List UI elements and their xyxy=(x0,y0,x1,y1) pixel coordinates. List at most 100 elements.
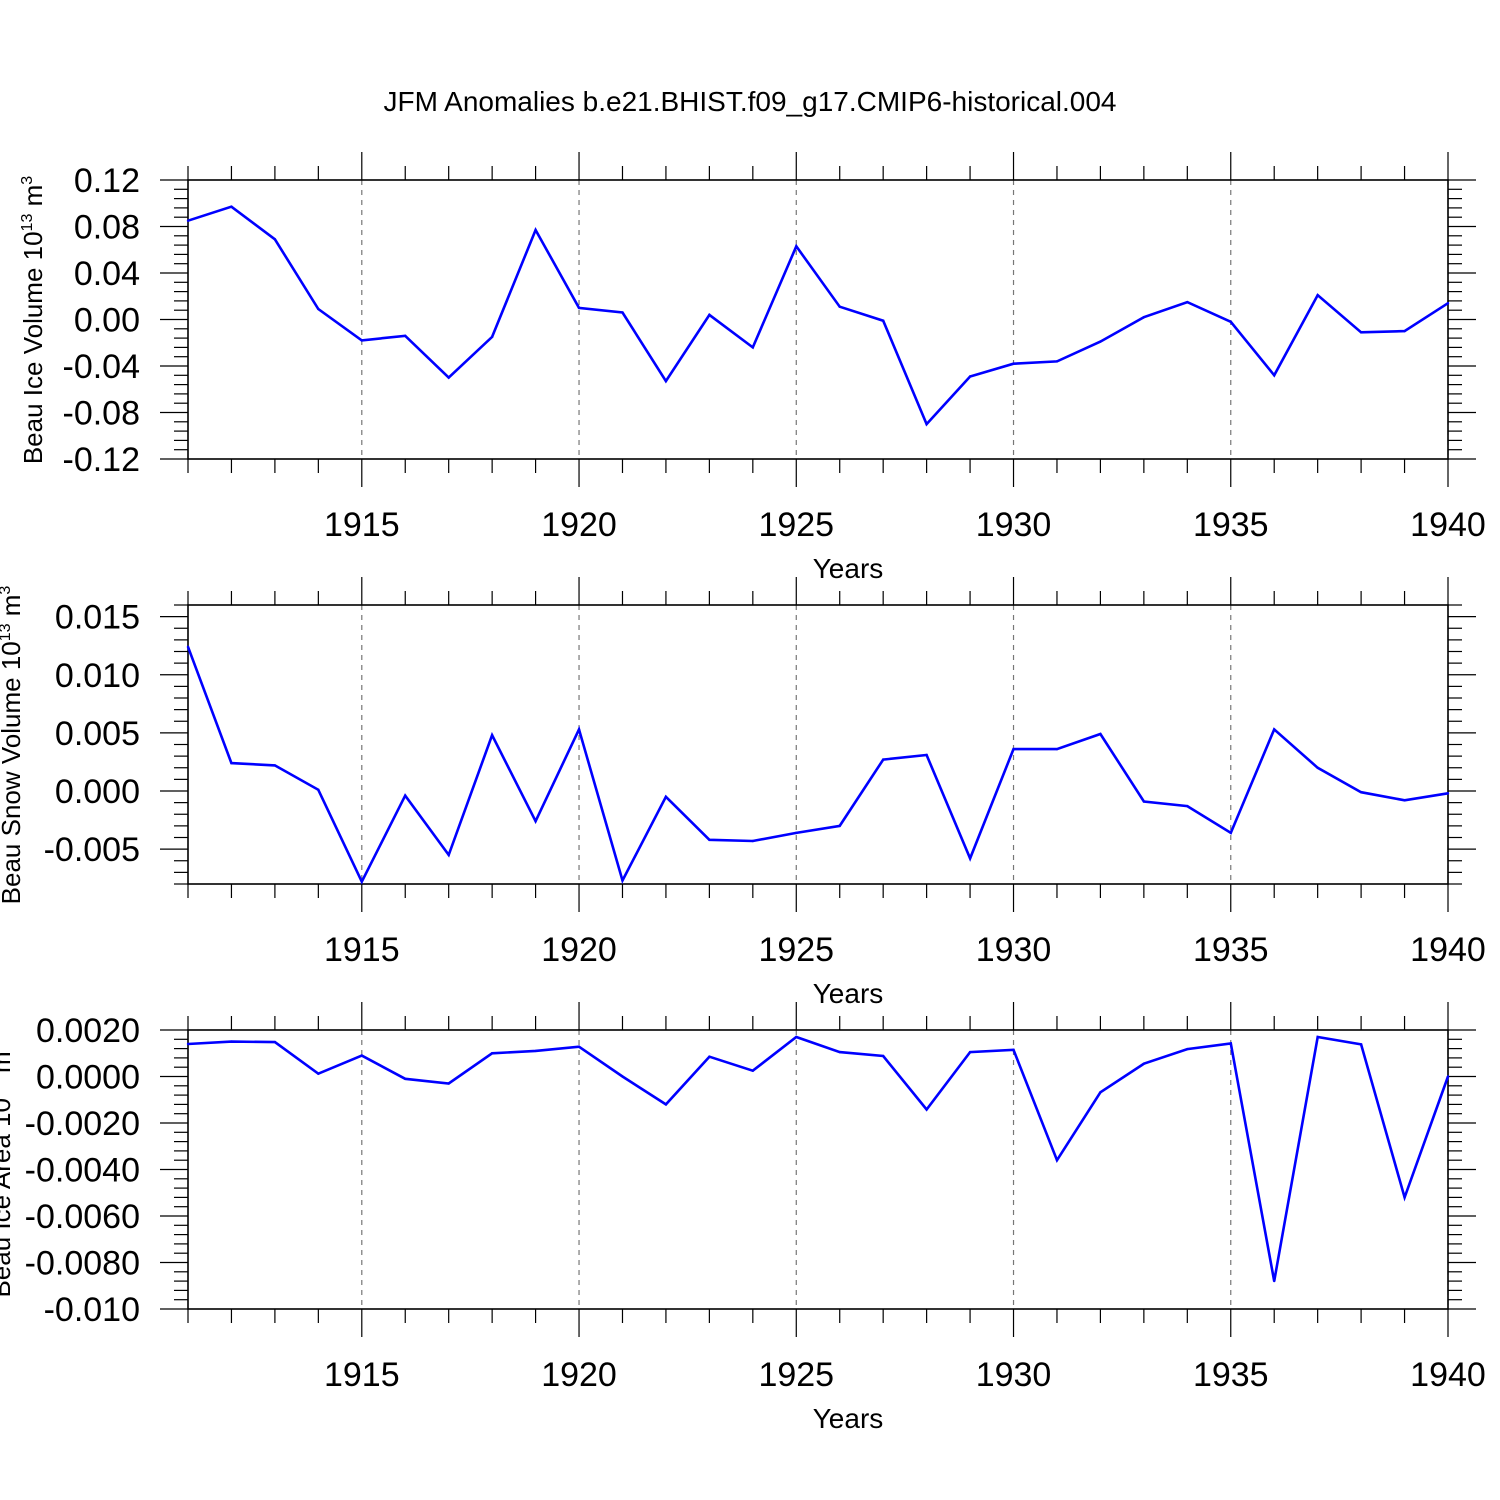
data-point xyxy=(1446,302,1450,305)
x-tick-label: 1915 xyxy=(324,1356,400,1394)
data-point xyxy=(708,313,711,317)
data-point xyxy=(1142,1062,1146,1065)
x-tick-label: 1935 xyxy=(1193,1356,1269,1394)
data-point xyxy=(1316,1035,1319,1039)
data-point xyxy=(1012,362,1015,365)
data-point xyxy=(968,375,972,378)
y-tick-label: 0.010 xyxy=(55,657,140,695)
x-tick-label: 1940 xyxy=(1410,1356,1486,1394)
data-point xyxy=(1403,329,1406,333)
x-tick-label: 1930 xyxy=(976,931,1052,969)
y-tick-label: 0.000 xyxy=(55,773,140,811)
x-axis-title: Years xyxy=(813,553,884,584)
x-tick-label: 1925 xyxy=(758,931,834,969)
y-tick-label: 0.005 xyxy=(55,715,140,753)
y-tick-label: 0.04 xyxy=(74,255,140,293)
data-point xyxy=(577,728,581,731)
data-point xyxy=(838,824,841,828)
series-line xyxy=(187,205,1449,427)
y-tick-label: -0.0080 xyxy=(25,1245,140,1283)
data-point xyxy=(1273,728,1276,731)
data-point xyxy=(1055,1159,1059,1162)
y-tick-label: -0.04 xyxy=(63,348,141,386)
y-tick-label: -0.08 xyxy=(63,395,141,433)
x-tick-label: 1915 xyxy=(324,931,400,969)
plot-frame xyxy=(187,179,1449,460)
data-point xyxy=(230,205,233,208)
y-tick-label: -0.0020 xyxy=(25,1105,140,1143)
panel-1: 0.12 0.08 0.04 0.00 -0.04 -0.08 -0.12 1915 1920 1… xyxy=(18,152,1486,584)
x-tick-label: 1920 xyxy=(541,931,617,969)
series-line xyxy=(187,1035,1450,1282)
data-point xyxy=(795,831,798,835)
data-point xyxy=(1403,799,1406,802)
data-point xyxy=(273,1040,277,1044)
data-point xyxy=(404,1077,407,1081)
x-tick-label: 1925 xyxy=(758,1356,834,1394)
y-axis-title: Beau Ice Area 1013 m2 xyxy=(0,1042,16,1297)
data-point xyxy=(1273,374,1276,377)
data-point xyxy=(577,1045,581,1048)
data-point xyxy=(1359,331,1363,334)
data-point xyxy=(273,238,277,241)
data-point xyxy=(751,839,755,843)
x-tick-label: 1940 xyxy=(1410,506,1486,544)
data-point xyxy=(925,753,928,757)
data-point xyxy=(1055,360,1059,363)
y-tick-label: -0.010 xyxy=(44,1291,140,1329)
data-point xyxy=(1012,1048,1015,1051)
data-point xyxy=(1359,790,1363,794)
x-tick-label: 1915 xyxy=(324,506,400,544)
data-point xyxy=(360,339,363,342)
data-point xyxy=(490,1052,494,1055)
data-point xyxy=(1316,766,1319,769)
data-point xyxy=(621,879,624,882)
data-point xyxy=(186,645,190,649)
data-point xyxy=(317,788,320,792)
plot-frame xyxy=(187,604,1449,885)
y-tick-label: -0.0040 xyxy=(25,1152,140,1190)
data-point xyxy=(186,219,190,222)
data-point xyxy=(447,1082,450,1085)
data-point xyxy=(273,764,277,767)
x-tick-label: 1930 xyxy=(976,506,1052,544)
data-point xyxy=(230,761,233,765)
y-axis-title: Beau Snow Volume 1013 m3 xyxy=(0,586,26,905)
data-point xyxy=(1359,1043,1363,1046)
data-point xyxy=(1446,1075,1450,1078)
data-point xyxy=(534,228,537,232)
y-tick-label: 0.0020 xyxy=(36,1012,140,1050)
data-point xyxy=(664,1103,668,1106)
x-tick-label: 1925 xyxy=(758,506,834,544)
data-point xyxy=(534,820,537,823)
data-point xyxy=(838,1050,841,1054)
data-point xyxy=(447,853,450,857)
data-point xyxy=(664,795,668,799)
data-point xyxy=(751,1069,755,1072)
data-point xyxy=(925,422,928,426)
data-point xyxy=(317,307,320,311)
x-tick-label: 1920 xyxy=(541,506,617,544)
data-point xyxy=(795,1035,798,1039)
figure-title: JFM Anomalies b.e21.BHIST.f09_g17.CMIP6-… xyxy=(383,86,1117,117)
data-point xyxy=(230,1040,233,1043)
y-tick-label: 0.08 xyxy=(74,209,140,247)
data-point xyxy=(1099,732,1102,736)
data-point xyxy=(534,1049,537,1053)
data-point xyxy=(1229,831,1232,835)
panel-3: 0.0020 0.0000 -0.0020 -0.0040 -0.0060 -0.0080… xyxy=(0,1002,1486,1434)
y-axis-title: Beau Ice Volume 1013 m3 xyxy=(18,176,48,464)
data-point xyxy=(1099,340,1102,343)
data-point xyxy=(1012,747,1015,751)
y-tick-label: 0.00 xyxy=(74,302,140,340)
data-point xyxy=(968,1050,972,1054)
data-point xyxy=(1316,293,1319,297)
x-tick-label: 1920 xyxy=(541,1356,617,1394)
data-point xyxy=(490,734,494,737)
data-point xyxy=(881,319,885,322)
data-point xyxy=(881,758,885,761)
data-point xyxy=(447,376,450,379)
data-point xyxy=(1186,1047,1189,1051)
y-tick-label: 0.0000 xyxy=(36,1059,140,1097)
